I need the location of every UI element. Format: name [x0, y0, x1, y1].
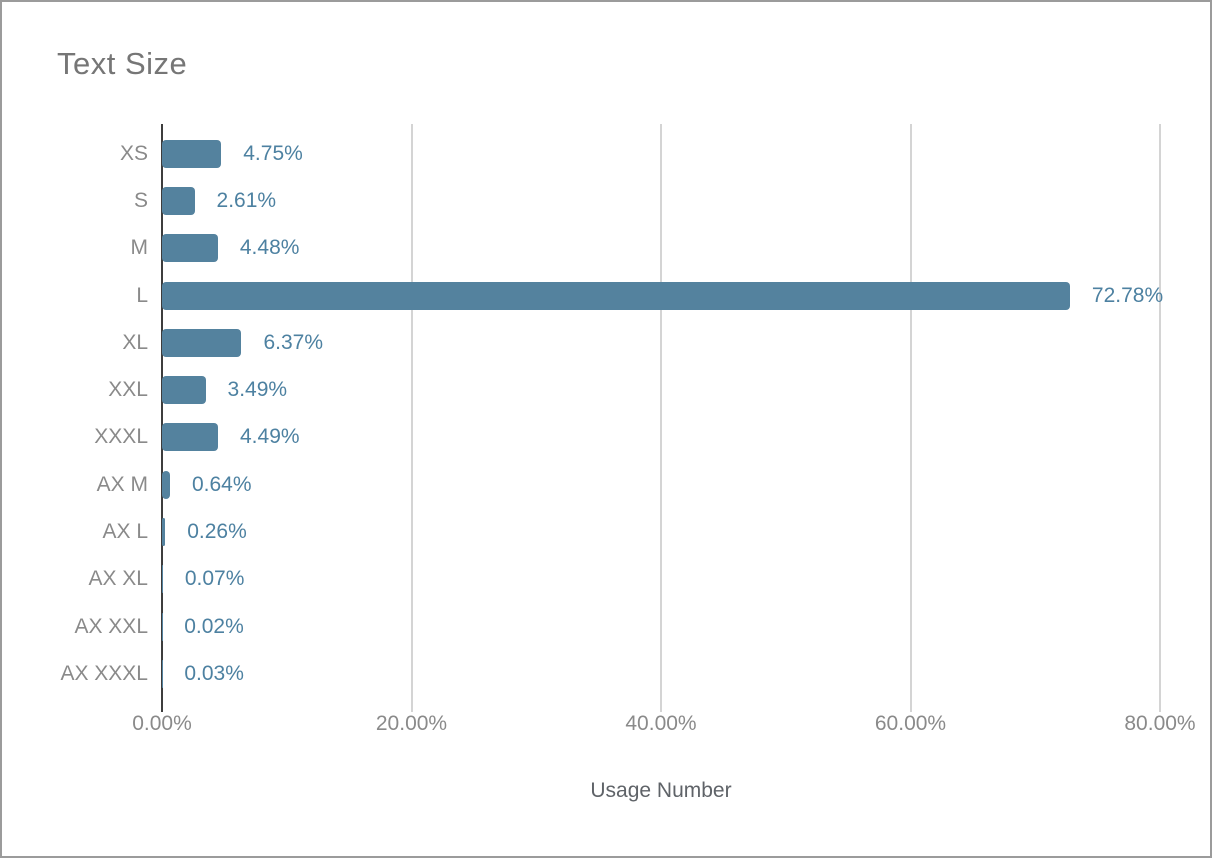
- value-label: 4.75%: [243, 141, 303, 165]
- category-label: AX XXXL: [60, 661, 148, 685]
- bar-rows: XS 4.75% S 2.61% M 4.48% L 72.78% XL 6.37% XXL 3.49…: [2, 130, 1210, 698]
- bar-s[interactable]: [162, 186, 195, 215]
- category-label: AX XXL: [74, 614, 148, 638]
- y-axis-line: [161, 124, 163, 712]
- bar-ax-l[interactable]: [162, 518, 166, 547]
- value-label: 3.49%: [227, 378, 288, 402]
- bar-ax-m[interactable]: [162, 470, 170, 499]
- value-label: 4.49%: [240, 425, 300, 449]
- plot-area: XS 4.75% S 2.61% M 4.48% L 72.78% XL 6.37% XXL 3.49…: [2, 124, 1210, 712]
- x-tick-label: 80.00%: [1124, 712, 1196, 735]
- value-label: 72.78%: [1091, 283, 1164, 307]
- category-label: XS: [119, 141, 148, 165]
- value-label: 4.48%: [239, 236, 300, 260]
- bar-xxl[interactable]: [162, 376, 206, 405]
- bar-row: AX XXL 0.02%: [2, 603, 1210, 650]
- bar-row: XXL 3.49%: [2, 366, 1210, 413]
- value-label: 6.37%: [263, 330, 323, 354]
- x-tick-label: 60.00%: [874, 712, 947, 735]
- bar-xxxl[interactable]: [162, 423, 218, 452]
- bar-row: AX L 0.26%: [2, 508, 1210, 555]
- value-label: 0.64%: [191, 472, 252, 496]
- category-label: L: [136, 283, 148, 307]
- x-tick-label: 40.00%: [625, 712, 697, 735]
- bar-row: XXXL 4.49%: [2, 414, 1210, 461]
- value-label: 0.02%: [184, 614, 244, 638]
- category-label: AX XL: [88, 567, 148, 591]
- bar-ax-xl[interactable]: [162, 565, 163, 594]
- x-tick-label: 20.00%: [375, 712, 448, 735]
- category-label: AX M: [96, 472, 148, 496]
- chart-title: Text Size: [57, 46, 188, 81]
- x-axis-tick: [1159, 702, 1161, 712]
- x-axis-tick: [410, 702, 413, 712]
- category-label: AX L: [102, 520, 148, 544]
- gridline: [660, 124, 662, 702]
- x-axis-tick: [909, 702, 912, 712]
- value-label: 0.26%: [187, 520, 247, 544]
- bar-m[interactable]: [162, 234, 218, 263]
- gridline: [909, 124, 912, 702]
- gridline: [410, 124, 413, 702]
- bar-l[interactable]: [162, 281, 1070, 310]
- category-label: XXXL: [94, 425, 148, 449]
- bar-xl[interactable]: [162, 328, 242, 357]
- bar-row: S 2.61%: [2, 177, 1210, 224]
- bar-row: L 72.78%: [2, 272, 1210, 319]
- category-label: S: [133, 188, 148, 212]
- bar-row: XL 6.37%: [2, 319, 1210, 366]
- gridline: [1159, 124, 1161, 702]
- bar-row: AX M 0.64%: [2, 461, 1210, 508]
- x-axis-tick: [660, 702, 662, 712]
- value-label: 2.61%: [216, 188, 277, 212]
- bar-row: AX XXXL 0.03%: [2, 650, 1210, 697]
- bar-row: M 4.48%: [2, 225, 1210, 272]
- category-label: XL: [122, 330, 148, 354]
- bar-row: AX XL 0.07%: [2, 556, 1210, 603]
- bar-xs[interactable]: [162, 139, 222, 168]
- x-axis-title: Usage Number: [590, 779, 732, 802]
- x-tick-label: 0.00%: [132, 712, 192, 735]
- category-label: M: [130, 236, 149, 260]
- category-label: XXL: [108, 378, 148, 402]
- bar-row: XS 4.75%: [2, 130, 1210, 177]
- value-label: 0.03%: [184, 661, 244, 685]
- value-label: 0.07%: [184, 567, 245, 591]
